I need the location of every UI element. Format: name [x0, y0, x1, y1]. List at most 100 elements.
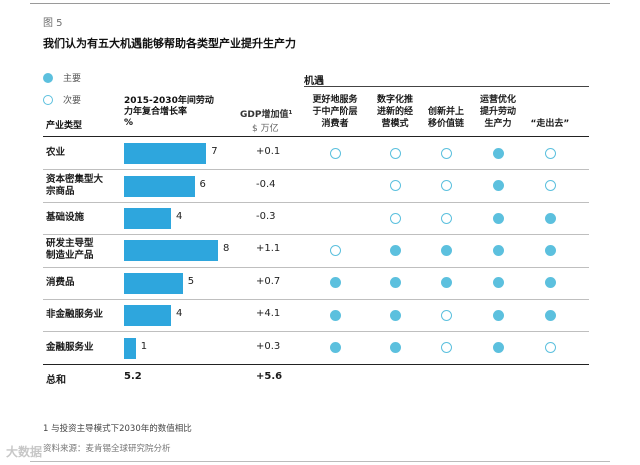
legend-primary: 主要 [43, 71, 81, 84]
growth-header-line-2: 力年复合增长率 [124, 107, 188, 117]
chart-title: 我们认为有五大机遇能够帮助各类型产业提升生产力 [43, 37, 296, 50]
primary-opportunity-dot [389, 309, 401, 321]
secondary-opportunity-dot [440, 212, 452, 224]
secondary-opportunity-dot [329, 147, 341, 159]
row-label: 农业 [46, 147, 65, 159]
industry-column-header: 产业类型 [46, 121, 83, 131]
secondary-opportunity-dot [440, 309, 452, 321]
gdp-unit: $ 万亿 [252, 124, 279, 134]
row-divider [43, 299, 589, 300]
growth-value-label: 4 [176, 211, 183, 222]
row-label-line: 基础设施 [46, 212, 85, 223]
secondary-opportunity-dot [389, 147, 401, 159]
row-label-line: 非金融服务业 [46, 309, 104, 321]
primary-opportunity-dot [329, 309, 341, 321]
filled-circle-icon [43, 72, 53, 83]
primary-opportunity-dot [389, 277, 401, 289]
gdp-value: +0.3 [256, 340, 281, 352]
growth-bar [124, 272, 183, 294]
row-label: 消费品 [46, 277, 75, 289]
gdp-value: +4.1 [256, 308, 281, 320]
secondary-opportunity-dot [544, 342, 556, 354]
secondary-opportunity-dot [329, 244, 341, 256]
primary-opportunity-dot [492, 212, 504, 224]
primary-opportunity-dot [329, 342, 341, 354]
row-divider [43, 234, 589, 236]
opportunity-header-line: 提升劳动 [480, 107, 517, 117]
row-label: 研发主导型 制造业产品 [46, 238, 94, 262]
row-divider [43, 331, 589, 333]
secondary-opportunity-dot [389, 212, 401, 224]
growth-value-label: 1 [140, 340, 148, 352]
primary-opportunity-dot [492, 180, 504, 192]
legend-secondary: 次要 [43, 93, 81, 106]
row-label-line: 宗商品 [46, 185, 75, 197]
growth-bar [124, 143, 207, 165]
row-label: 基础设施 [46, 212, 84, 224]
primary-opportunity-dot [544, 309, 556, 321]
row-label-line: 资本密集型大 [46, 173, 104, 185]
row-label: 非金融服务业 [46, 309, 103, 321]
opportunity-header-4: 运营优化提升劳动生产力 [480, 94, 516, 130]
opportunity-header-line: 于中产阶层 [312, 107, 358, 117]
opportunity-header-line: 移价值链 [428, 119, 465, 129]
opportunity-header-line: 数字化推 [377, 95, 414, 105]
opportunity-header-line: 消费者 [321, 119, 349, 129]
row-divider [43, 266, 589, 268]
opportunity-header-2: 数字化推进新的经营模式 [377, 94, 413, 130]
opportunity-header-line: 营模式 [381, 119, 409, 129]
secondary-opportunity-dot [440, 147, 452, 159]
figure-label: 图 5 [43, 18, 63, 29]
row-label-line: 消费品 [46, 276, 75, 288]
growth-column-header: 2015-2030年间劳动 力年复合增长率 % [124, 96, 214, 129]
growth-bar [124, 337, 136, 359]
growth-value-label: 4 [176, 308, 183, 320]
gdp-column-header: GDP增加值¹ [240, 110, 293, 120]
opportunities-rule [304, 86, 589, 87]
growth-value-label: 8 [223, 243, 230, 255]
gdp-value: -0.3 [256, 211, 276, 222]
total-label: 总和 [46, 375, 66, 386]
opportunity-header-line: 运营优化 [480, 95, 517, 105]
row-divider [43, 169, 589, 171]
opportunity-header-line: 进新的经 [377, 107, 414, 117]
primary-opportunity-dot [389, 244, 401, 256]
total-gdp: +5.6 [256, 371, 283, 382]
opportunity-header-3: 创新并上 移价值链 [428, 106, 464, 130]
total-growth: 5.2 [124, 371, 142, 382]
growth-value-label: 7 [211, 146, 218, 158]
row-divider [43, 201, 589, 203]
opportunities-header: 机遇 [304, 76, 324, 87]
secondary-opportunity-dot [440, 342, 452, 354]
opportunity-header-5: “走出去” [531, 118, 570, 130]
primary-opportunity-dot [544, 244, 556, 256]
primary-opportunity-dot [492, 277, 504, 289]
growth-bar [124, 175, 195, 197]
growth-value-label: 5 [187, 275, 195, 287]
gdp-value: +0.7 [256, 275, 281, 287]
footnote: 1 与投资主导模式下2030年的数值相比 [43, 424, 192, 434]
primary-opportunity-dot [492, 342, 504, 354]
primary-opportunity-dot [440, 244, 452, 256]
primary-opportunity-dot [389, 342, 401, 354]
open-circle-icon [43, 94, 53, 105]
growth-value-label: 6 [199, 178, 206, 190]
growth-bar [124, 208, 171, 229]
source-note: 资料来源：麦肯锡全球研究院分析 [43, 444, 171, 454]
top-rule [30, 3, 610, 4]
growth-header-line-3: % [124, 118, 134, 128]
gdp-value: +1.1 [256, 243, 281, 255]
header-rule [43, 136, 589, 137]
opportunity-header-1: 更好地服务于中产阶层消费者 [313, 94, 358, 130]
secondary-opportunity-dot [440, 180, 452, 192]
growth-bar [124, 240, 218, 262]
row-label: 资本密集型大 宗商品 [46, 174, 103, 198]
opportunity-header-line: 生产力 [484, 119, 512, 129]
row-label-line: 研发主导型 [46, 238, 94, 250]
row-label-line: 农业 [46, 147, 66, 159]
opportunity-header-line: 更好地服务 [312, 95, 358, 105]
row-label: 金融服务业 [46, 342, 94, 354]
growth-header-line-1: 2015-2030年间劳动 [124, 96, 214, 106]
secondary-opportunity-dot [544, 180, 556, 192]
row-label-line: 制造业产品 [46, 250, 94, 262]
